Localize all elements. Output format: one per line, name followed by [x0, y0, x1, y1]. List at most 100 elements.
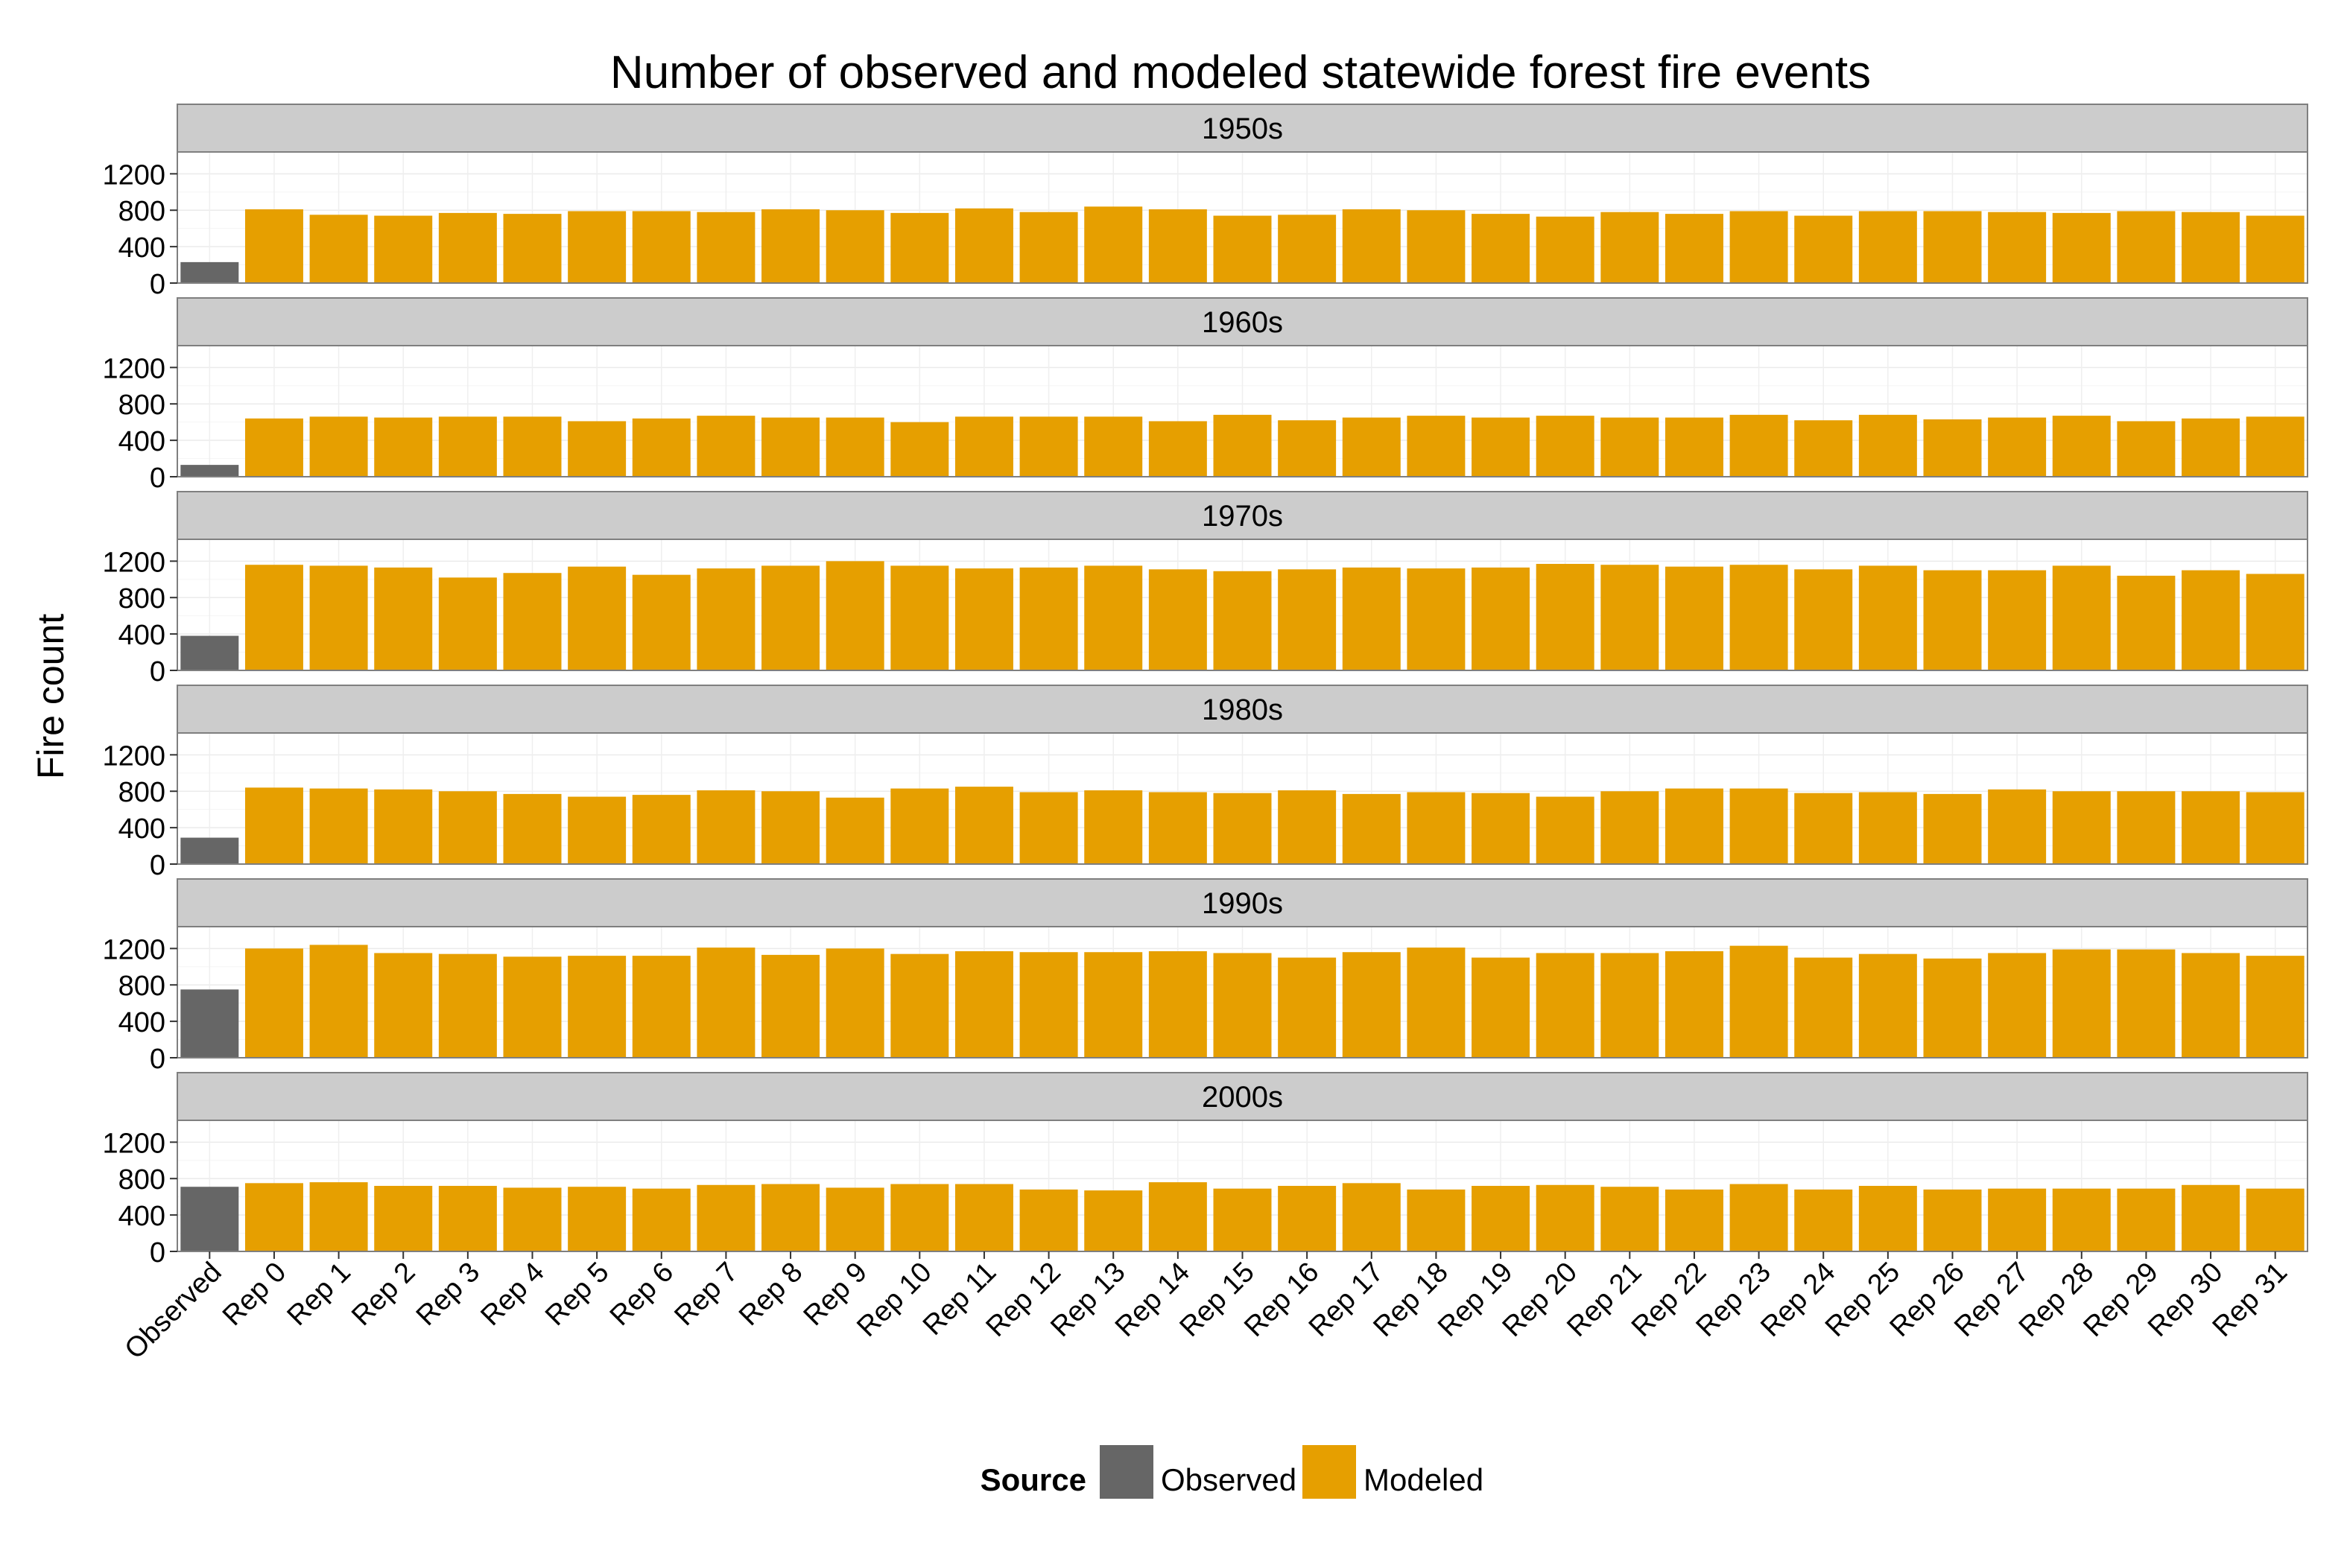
legend-label-modeled: Modeled: [1363, 1462, 1483, 1497]
bar-rep-22: [1665, 566, 1723, 670]
bar-rep-11: [954, 1184, 1013, 1251]
bar-rep-4: [503, 573, 562, 670]
bar-rep-16: [1278, 215, 1337, 283]
facet-panel-1990s: 1990s 0 400 800 1200: [102, 878, 2308, 1075]
bar-rep-19: [1472, 417, 1530, 477]
bar-rep-21: [1600, 565, 1659, 670]
facet-strip-label: 1980s: [1202, 693, 1283, 726]
bar-rep-19: [1472, 214, 1530, 283]
bar-rep-0: [244, 565, 303, 670]
bar-rep-17: [1342, 1183, 1401, 1251]
facet-strip-label: 1960s: [1202, 306, 1283, 339]
bar-rep-13: [1084, 565, 1143, 670]
bar-rep-25: [1858, 792, 1917, 864]
y-tick-label: 0: [150, 1044, 165, 1075]
bar-rep-30: [2182, 418, 2240, 477]
bar-rep-8: [761, 417, 820, 477]
bar-rep-20: [1536, 216, 1594, 283]
bar-rep-27: [1988, 212, 2047, 283]
bar-rep-8: [761, 954, 820, 1058]
bar-rep-3: [438, 577, 497, 670]
y-tick-label: 800: [118, 777, 165, 808]
bar-rep-18: [1407, 416, 1466, 477]
bar-rep-3: [438, 791, 497, 864]
bar-rep-9: [826, 948, 884, 1058]
bar-rep-30: [2182, 570, 2240, 670]
bar-rep-6: [632, 795, 691, 864]
bar-rep-14: [1148, 951, 1207, 1058]
bar-rep-10: [890, 565, 949, 670]
y-tick-label: 400: [118, 620, 165, 651]
bar-rep-10: [890, 422, 949, 477]
bar-rep-18: [1407, 792, 1466, 864]
bar-rep-23: [1729, 565, 1788, 670]
bar-rep-15: [1213, 571, 1272, 670]
bar-rep-7: [697, 568, 756, 670]
bar-observed: [180, 989, 239, 1058]
bar-rep-9: [826, 797, 884, 864]
y-tick-label: 400: [118, 1201, 165, 1232]
facet-panel-1950s: 1950s 0 400 800 1200: [102, 104, 2308, 300]
y-tick-label: 1200: [102, 547, 165, 578]
x-tick-label: Rep 8: [733, 1257, 808, 1332]
facet-strip-label: 1970s: [1202, 500, 1283, 533]
legend-title: Source: [981, 1462, 1086, 1497]
x-tick-label: Rep 7: [668, 1257, 744, 1332]
facet-strip-label: 1950s: [1202, 112, 1283, 145]
bar-rep-5: [568, 566, 627, 670]
bar-rep-15: [1213, 793, 1272, 864]
y-tick-label: 1200: [102, 1128, 165, 1159]
bar-rep-28: [2052, 791, 2111, 864]
bar-rep-20: [1536, 564, 1594, 670]
facet-panel-2000s: 2000s 0 400 800 1200: [102, 1072, 2308, 1269]
bar-rep-8: [761, 791, 820, 864]
bar-rep-29: [2117, 211, 2176, 283]
bar-rep-22: [1665, 417, 1723, 477]
bar-rep-4: [503, 214, 562, 283]
bar-rep-10: [890, 788, 949, 864]
x-tick-label: Rep 0: [217, 1257, 292, 1332]
bar-rep-9: [826, 210, 884, 283]
bar-rep-3: [438, 212, 497, 283]
bar-rep-30: [2182, 212, 2240, 283]
bar-rep-31: [2246, 1188, 2305, 1251]
y-tick-label: 400: [118, 426, 165, 457]
bar-rep-6: [632, 574, 691, 670]
bar-rep-5: [568, 421, 627, 477]
y-tick-label: 1200: [102, 353, 165, 384]
y-tick-label: 0: [150, 1237, 165, 1269]
bar-rep-4: [503, 793, 562, 864]
y-tick-label: 800: [118, 583, 165, 615]
x-tick-label: Rep 4: [475, 1257, 550, 1332]
bar-observed: [180, 261, 239, 283]
bar-rep-5: [568, 796, 627, 864]
y-tick-label: 800: [118, 390, 165, 421]
bar-rep-21: [1600, 953, 1659, 1058]
bar-rep-12: [1019, 792, 1078, 864]
bar-rep-5: [568, 1187, 627, 1251]
bar-rep-16: [1278, 1186, 1337, 1251]
bar-rep-17: [1342, 952, 1401, 1058]
y-tick-label: 0: [150, 656, 165, 688]
bar-rep-23: [1729, 788, 1788, 864]
bar-rep-15: [1213, 1188, 1272, 1251]
bar-rep-29: [2117, 575, 2176, 670]
bar-rep-22: [1665, 1189, 1723, 1251]
facet-strip: [177, 297, 2308, 346]
x-tick-label: Rep 6: [604, 1257, 680, 1332]
bar-rep-21: [1600, 417, 1659, 477]
bar-rep-29: [2117, 421, 2176, 477]
bar-rep-31: [2246, 574, 2305, 670]
chart-title: Number of observed and modeled statewide…: [610, 47, 1871, 98]
y-tick-label: 0: [150, 463, 165, 494]
y-tick-label: 400: [118, 1007, 165, 1038]
bar-rep-5: [568, 211, 627, 283]
bar-rep-19: [1472, 957, 1530, 1058]
bar-rep-27: [1988, 570, 2047, 670]
bar-rep-25: [1858, 565, 1917, 670]
facet-panel-1980s: 1980s 0 400 800 1200: [102, 685, 2308, 881]
bar-rep-9: [826, 417, 884, 477]
bar-rep-11: [954, 787, 1013, 864]
y-tick-label: 400: [118, 813, 165, 845]
bar-rep-28: [2052, 1188, 2111, 1251]
